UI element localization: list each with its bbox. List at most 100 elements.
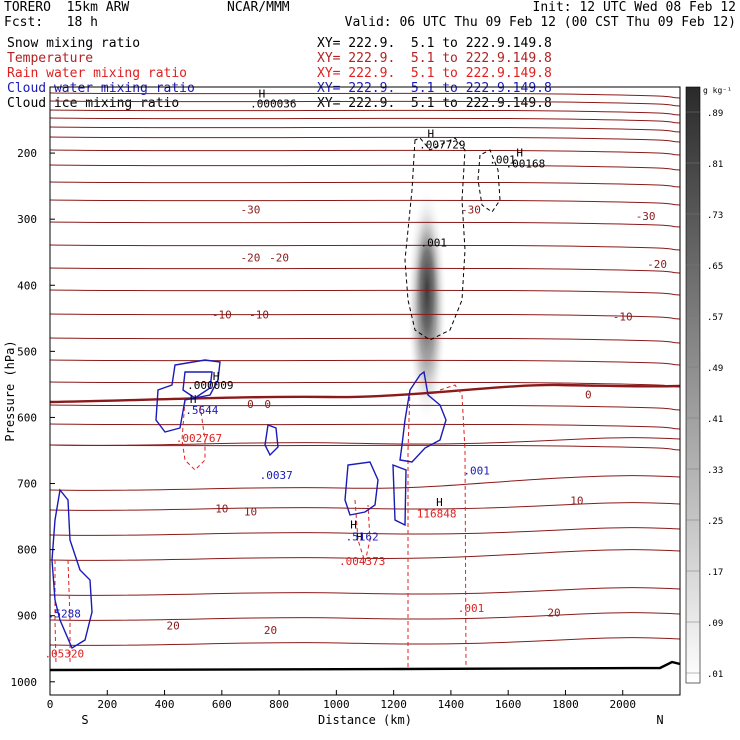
colorbar-label: .73 xyxy=(707,211,723,221)
valid-time: Valid: 06 UTC Thu 09 Feb 12 (00 CST Thu … xyxy=(344,15,736,30)
cloud-ice-contour-2 xyxy=(477,149,501,213)
cloud-water-contour xyxy=(344,461,379,516)
init-time: Init: 12 UTC Wed 08 Feb 12 xyxy=(532,0,737,15)
y-tick-label: 500 xyxy=(17,345,37,358)
temperature-label: -30 xyxy=(461,203,481,216)
temperature-contour xyxy=(50,637,680,646)
colorbar-label: .81 xyxy=(707,160,723,170)
x-tick-label: 800 xyxy=(269,698,289,711)
temperature-label: -10 xyxy=(212,308,232,321)
temperature-contour xyxy=(50,444,680,451)
cloud-water-contour xyxy=(51,488,93,650)
south-label: S xyxy=(81,713,88,727)
y-tick-label: 200 xyxy=(17,147,37,160)
temperature-label: 20 xyxy=(547,606,560,619)
temperature-label: 0 xyxy=(585,388,592,401)
max-value-label: .002767 xyxy=(176,432,222,445)
legend-cloud-water-label: Cloud water mixing ratio xyxy=(7,81,195,96)
rain-contour-5 xyxy=(54,560,57,666)
max-value-label: .5644 xyxy=(185,404,218,417)
temperature-contour xyxy=(50,109,680,116)
rain-contour-2 xyxy=(439,384,467,669)
temperature-label: 20 xyxy=(264,624,277,637)
temperature-contour xyxy=(50,359,680,366)
max-value-label: .05320 xyxy=(44,647,84,660)
y-tick-label: 800 xyxy=(17,544,37,557)
colorbar-label: .49 xyxy=(707,364,723,374)
cloud-water-contour xyxy=(182,371,213,399)
x-tick-label: 400 xyxy=(155,698,175,711)
cloud-ice-contour xyxy=(404,137,466,341)
temperature-contour xyxy=(50,136,680,143)
axes: 0 200 400 600 800 1000 1200 1400 1600 1800 2000200… xyxy=(3,147,664,727)
y-tick-label: 900 xyxy=(17,610,37,623)
temperature-label: -10 xyxy=(249,308,269,321)
max-marker: H xyxy=(213,370,220,383)
max-marker: H xyxy=(436,496,443,509)
temperature-label: -20 xyxy=(269,252,289,265)
forecast-hour: Fcst: 18 h xyxy=(4,15,98,30)
mixing-ratio-contours xyxy=(54,137,501,669)
y-tick-label: 600 xyxy=(17,411,37,424)
temperature-label: -20 xyxy=(647,258,667,271)
temperature-label: 10 xyxy=(244,505,257,518)
temperature-contour xyxy=(50,612,680,621)
x-axis-label: Distance (km) xyxy=(318,713,412,727)
temperature-label: -30 xyxy=(241,203,261,216)
temperature-label: -10 xyxy=(613,310,633,323)
temperature-contour xyxy=(50,244,680,251)
cloud-water-contour xyxy=(399,370,447,463)
max-marker: H xyxy=(190,393,197,406)
plot-area xyxy=(50,92,680,672)
temperature-contour xyxy=(50,221,680,228)
legend-cloud-water-xy: XY= 222.9. 5.1 to 222.9.149.8 xyxy=(317,81,552,96)
temperature-contour xyxy=(50,404,680,411)
max-value-label: .0037 xyxy=(260,469,293,482)
max-marker: H xyxy=(516,146,523,159)
temperature-contour xyxy=(50,502,680,511)
x-tick-label: 1000 xyxy=(323,698,350,711)
temperature-contour xyxy=(50,199,680,206)
max-value-label: .001 xyxy=(458,602,485,615)
x-tick-label: 1200 xyxy=(380,698,407,711)
temperature-label: -30 xyxy=(636,210,656,223)
y-tick-label: 300 xyxy=(17,213,37,226)
rain-contour-4 xyxy=(354,499,371,564)
max-value-label: .00168 xyxy=(505,158,545,171)
temperature-label: 0 xyxy=(264,398,271,411)
max-value-label: .001 xyxy=(489,154,516,167)
max-marker: H xyxy=(356,530,363,543)
legend-cloud-ice-xy: XY= 222.9. 5.1 to 222.9.149.8 xyxy=(317,96,552,111)
terrain-line xyxy=(50,660,680,672)
colorbar-unit: g kg⁻¹ xyxy=(703,86,732,95)
colorbar-label: .41 xyxy=(707,415,723,425)
y-tick-label: 1000 xyxy=(11,676,38,689)
colorbar-labels: .01 .09 .17 .25 .33 .41 .49 .57 .65 .73 .81 .89 g kg… xyxy=(686,86,732,680)
x-tick-label: 200 xyxy=(97,698,117,711)
max-value-label: 116848 xyxy=(417,507,457,520)
temperature-contour xyxy=(50,289,680,296)
temperature-contour xyxy=(50,149,680,156)
temperature-contour xyxy=(50,181,680,188)
legend-cloud-ice-label: Cloud ice mixing ratio xyxy=(7,96,180,111)
x-tick-label: 1800 xyxy=(552,698,579,711)
temperature-contour xyxy=(50,92,680,99)
max-value-label: .001 xyxy=(420,236,447,249)
colorbar xyxy=(685,86,701,684)
x-tick-label: 2000 xyxy=(609,698,636,711)
legend-rain-label: Rain water mixing ratio xyxy=(7,66,188,81)
y-axis-label: Pressure (hPa) xyxy=(3,340,17,441)
legend-temperature-xy: XY= 222.9. 5.1 to 222.9.149.8 xyxy=(317,51,552,66)
temperature-label: 0 xyxy=(247,398,254,411)
colorbar-label: .01 xyxy=(707,670,723,680)
max-value-label: .004373 xyxy=(339,555,385,568)
temperature-contour xyxy=(50,117,680,124)
north-label: N xyxy=(656,713,663,727)
max-marker: H xyxy=(259,88,266,101)
max-value-label: .5288 xyxy=(48,608,81,621)
rain-contour-3 xyxy=(181,399,206,471)
x-tick-label: 1400 xyxy=(438,698,465,711)
temperature-contour xyxy=(50,164,680,171)
